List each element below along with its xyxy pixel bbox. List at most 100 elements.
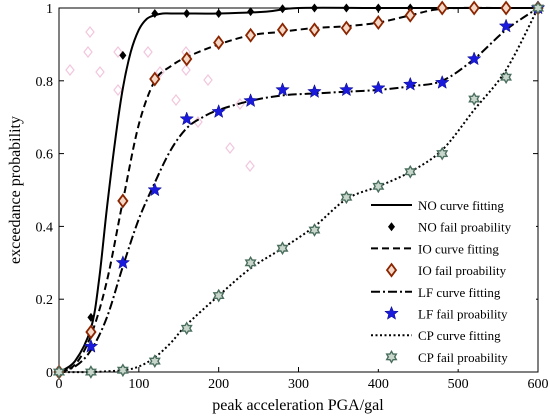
data-point-cp (276, 241, 289, 256)
data-point-lf (339, 82, 354, 97)
data-point-lf (115, 255, 131, 270)
x-axis: 0 100 200 300 400 500 600 (56, 8, 549, 392)
watermark-mark (143, 46, 153, 58)
data-point-cp (468, 92, 481, 106)
watermark-mark (225, 142, 235, 154)
watermark-mark (171, 94, 181, 106)
x-tick-label: 0 (56, 377, 63, 392)
data-point-io (213, 35, 225, 51)
data-point-cp (180, 321, 193, 336)
curve-line-no (58, 6, 538, 373)
data-point-io (117, 193, 129, 209)
y-axis-label: exceedance probability (7, 116, 24, 264)
data-point-io (308, 22, 321, 38)
legend: NO curve fitting NO fail proability IO cur… (367, 193, 536, 369)
x-axis-label: peak acceleration PGA/gal (212, 397, 384, 414)
data-point-no (279, 4, 287, 14)
data-point-cp (212, 288, 225, 303)
watermark-mark (113, 84, 123, 96)
legend-label-no-curve: NO curve fitting (418, 198, 504, 213)
data-point-no (310, 3, 318, 13)
legend-label-lf-points: LF fail proability (418, 307, 508, 322)
data-point-io (468, 0, 480, 16)
data-point-cp (372, 179, 385, 194)
data-point-lf (402, 76, 418, 91)
data-point-lf (147, 182, 163, 197)
data-point-io (276, 22, 289, 38)
data-point-cp (500, 70, 512, 85)
data-point-cp (148, 354, 161, 368)
x-tick-label: 300 (288, 377, 309, 392)
data-point-lf (179, 111, 195, 126)
series-lf (58, 7, 539, 373)
x-tick-label: 500 (448, 377, 469, 392)
data-point-lf (466, 51, 482, 66)
x-tick-label: 400 (368, 377, 389, 392)
data-point-lf (434, 74, 450, 89)
data-point-no (374, 3, 382, 13)
background-watermark-marks (65, 26, 255, 172)
legend-label-cp-curve: CP curve fitting (418, 328, 501, 343)
watermark-mark (181, 64, 191, 76)
watermark-mark (203, 74, 213, 86)
y-tick-label: 1 (46, 2, 53, 17)
legend-label-io-curve: IO curve fitting (418, 241, 499, 256)
watermark-mark (245, 160, 255, 172)
data-point-lf (243, 93, 258, 108)
y-axis: 0 0.2 0.4 0.6 0.8 1 (36, 2, 538, 381)
data-point-cp (308, 223, 321, 237)
y-tick-label: 0.6 (36, 148, 54, 163)
watermark-mark (113, 46, 123, 58)
x-tick-label: 600 (528, 377, 549, 392)
data-point-no (151, 8, 159, 18)
data-point-lf (371, 80, 386, 95)
y-tick-label: 0.2 (36, 293, 54, 308)
curve-line-io (58, 6, 538, 373)
legend-label-cp-points: CP fail proability (418, 350, 508, 365)
x-tick-label: 100 (128, 377, 149, 392)
data-point-cp (52, 365, 66, 379)
x-tick-label: 200 (208, 377, 229, 392)
data-point-lf (307, 83, 322, 98)
data-point-cp (404, 164, 417, 179)
data-point-cp (116, 363, 129, 378)
legend-marker-lf (384, 305, 399, 320)
data-point-io (404, 7, 416, 23)
data-point-no (183, 8, 191, 18)
data-point-io (181, 51, 193, 67)
data-point-cp (531, 1, 545, 15)
y-tick-label: 0 (46, 366, 53, 381)
data-point-cp (85, 365, 97, 379)
data-point-io (244, 27, 257, 43)
y-tick-label: 0.8 (36, 75, 54, 90)
legend-marker-cp (385, 350, 398, 364)
data-point-no (119, 50, 127, 60)
watermark-mark (95, 66, 105, 78)
data-point-io (85, 324, 97, 340)
data-point-lf (211, 103, 226, 118)
legend-label-io-points: IO fail proability (418, 263, 507, 278)
data-point-cp (436, 146, 449, 161)
data-point-lf (498, 18, 514, 33)
data-point-cp (340, 190, 353, 205)
data-point-io (149, 71, 161, 87)
data-point-no (247, 7, 255, 17)
watermark-mark (65, 64, 75, 76)
data-point-io (436, 0, 448, 16)
legend-label-no-points: NO fail proability (418, 220, 512, 235)
data-point-no (87, 312, 95, 322)
series-no (58, 6, 538, 373)
data-point-lf (83, 338, 99, 353)
watermark-mark (155, 66, 165, 78)
data-point-no (342, 3, 350, 13)
legend-marker-no (388, 222, 395, 232)
data-point-cp (244, 255, 257, 270)
data-point-no (215, 8, 223, 18)
series-io (58, 6, 538, 373)
data-point-lf (275, 82, 290, 97)
legend-marker-io (385, 262, 398, 278)
data-point-io (372, 15, 384, 31)
series-layer (52, 0, 546, 380)
points-cp (52, 1, 545, 379)
legend-label-lf-curve: LF curve fitting (418, 285, 501, 300)
